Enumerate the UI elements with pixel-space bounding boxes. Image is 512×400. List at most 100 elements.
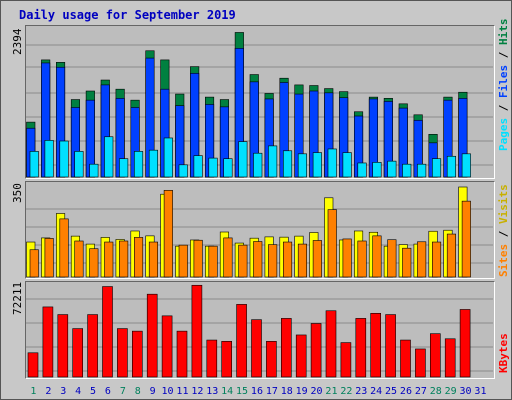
day-label: 13 <box>206 386 218 397</box>
day-label: 10 <box>162 386 174 397</box>
kbytes-bar <box>459 309 471 378</box>
kbytes-bar <box>102 286 113 378</box>
pages-bar <box>461 153 471 178</box>
pages-bar <box>312 152 322 178</box>
pages-bar <box>297 153 308 178</box>
kbytes-bar <box>221 341 232 378</box>
pages-bar <box>104 136 114 178</box>
pages-bar <box>29 151 39 178</box>
kbytes-bar <box>325 310 337 378</box>
pages-bar <box>327 148 337 178</box>
sites-bar <box>74 240 84 278</box>
day-label: 25 <box>385 386 397 397</box>
pages-bar <box>44 140 54 178</box>
pages-bar <box>238 141 248 178</box>
sites-bar <box>446 233 457 278</box>
kbytes-bar <box>117 328 128 378</box>
pages-bar <box>268 145 278 178</box>
day-label: 1 <box>30 386 36 397</box>
kbytes-bar <box>251 319 262 378</box>
pages-bar <box>372 162 382 178</box>
day-label: 21 <box>325 386 337 397</box>
sites-bar <box>89 248 99 278</box>
day-label: 5 <box>90 386 96 397</box>
pages-bar <box>178 164 188 178</box>
sites-bar <box>119 240 129 278</box>
day-label: 18 <box>281 386 293 397</box>
kbytes-bar <box>355 318 367 378</box>
day-label: 20 <box>311 386 323 397</box>
sites-bar <box>178 244 188 278</box>
day-label: 16 <box>251 386 263 397</box>
pages-bar <box>357 162 367 178</box>
kbytes-bar <box>429 333 441 378</box>
day-label: 27 <box>415 386 427 397</box>
pages-bar <box>431 158 442 178</box>
pages-bar <box>387 160 397 178</box>
sites-bar <box>431 241 442 278</box>
kbytes-bar <box>57 314 69 378</box>
sites-bar <box>29 249 39 278</box>
day-label: 31 <box>474 386 486 397</box>
sites-bar <box>238 244 248 278</box>
kbytes-bar <box>206 339 218 378</box>
sites-bar <box>417 241 427 278</box>
pages-bar <box>208 157 218 178</box>
pages-bar <box>193 155 203 178</box>
pages-bar <box>163 137 173 178</box>
sites-bar <box>282 241 293 278</box>
kbytes-bar <box>280 318 292 378</box>
day-label: 15 <box>236 386 248 397</box>
sites-bar <box>372 235 382 278</box>
sites-bar <box>223 237 233 278</box>
pages-bar <box>148 149 158 178</box>
day-label: 8 <box>135 386 141 397</box>
kbytes-bar <box>191 284 203 378</box>
day-label: 14 <box>221 386 233 397</box>
sites-bar <box>387 239 397 278</box>
day-label: 19 <box>296 386 308 397</box>
kbytes-bar <box>161 315 173 378</box>
kbytes-bar <box>310 323 322 378</box>
pages-bar <box>59 140 69 178</box>
day-label: 6 <box>105 386 111 397</box>
day-label: 17 <box>266 386 278 397</box>
day-label: 11 <box>176 386 188 397</box>
day-label: 3 <box>60 386 66 397</box>
kbytes-bar <box>87 314 98 378</box>
sites-bar <box>253 241 263 278</box>
sites-bar <box>104 241 114 278</box>
sites-bar <box>59 218 69 278</box>
pages-bar <box>74 151 84 178</box>
day-label: 29 <box>445 386 457 397</box>
day-label: 24 <box>370 386 382 397</box>
sites-bar <box>208 245 218 278</box>
kbytes-bar <box>295 334 307 378</box>
pages-bar <box>282 150 293 178</box>
day-label: 9 <box>150 386 156 397</box>
kbytes-bar <box>370 312 382 378</box>
pages-bar <box>89 163 99 178</box>
sites-bar <box>44 238 54 278</box>
day-label: 28 <box>430 386 442 397</box>
sites-bar <box>297 243 308 278</box>
chart-title: Daily usage for September 2019 <box>19 8 236 22</box>
sites-bar <box>402 247 412 278</box>
day-label: 4 <box>75 386 81 397</box>
pages-bar <box>119 158 129 178</box>
pages-bar <box>446 155 457 178</box>
pages-bar <box>134 151 144 178</box>
kbytes-bar <box>340 342 352 378</box>
sites-bar <box>163 190 173 278</box>
pages-bar <box>223 158 233 178</box>
pages-bar <box>342 152 352 178</box>
day-label: 22 <box>340 386 352 397</box>
sites-bar <box>148 241 158 278</box>
kbytes-bar <box>42 306 54 378</box>
day-label: 7 <box>120 386 126 397</box>
day-label: 2 <box>45 386 51 397</box>
kbytes-bar <box>72 328 83 378</box>
day-label: 12 <box>191 386 203 397</box>
kbytes-bar <box>146 293 158 378</box>
